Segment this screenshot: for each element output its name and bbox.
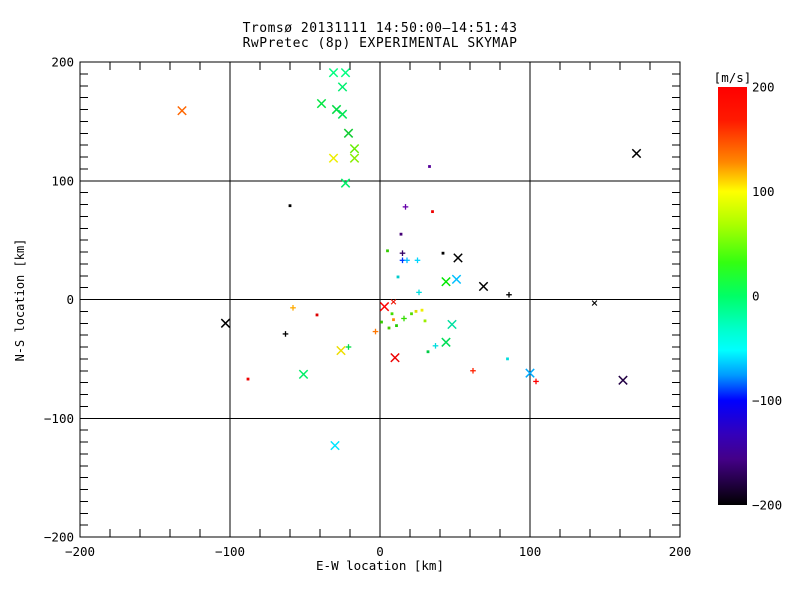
data-point-marker [386,249,389,253]
y-tick-label: 200 [51,55,74,70]
y-tick-label: −100 [44,411,74,426]
data-point-marker [390,299,397,305]
data-point-marker [441,276,451,287]
data-point-marker [410,312,413,316]
y-axis-label: N-S location [km] [13,238,27,362]
data-point-marker [618,375,628,385]
data-point-marker [392,318,395,322]
x-tick-label: 200 [669,544,692,559]
colorbar-tick-label: 200 [752,80,775,95]
data-point-marker [470,367,476,374]
data-point-marker [428,165,431,168]
data-point-marker [402,204,409,210]
x-tick-label: 100 [519,544,542,559]
data-point-marker [631,148,642,159]
x-tick-label: −100 [215,544,245,559]
grid-lines [80,62,680,537]
data-point-marker [431,210,434,214]
data-point-marker [380,320,383,324]
data-point-marker [343,128,354,138]
data-point-marker [337,82,348,92]
axis-ticks [80,62,680,537]
data-point-marker [372,328,379,335]
data-point-marker [591,300,598,306]
plot-title-block: Tromsø 20131111 14:50:00–14:51:43 RwPret… [80,21,680,52]
data-point-marker [453,253,463,263]
data-point-marker [399,250,406,256]
colorbar-tick-label: 0 [752,289,760,304]
data-point-marker [282,331,289,337]
x-axis-label: E-W location [km] [316,558,444,573]
data-point-marker [441,337,451,347]
data-point-marker [396,275,400,279]
data-point-marker [478,281,489,292]
data-point-marker [506,357,509,361]
data-points [177,67,642,451]
data-point-marker [246,377,250,381]
data-point-marker [290,305,296,311]
y-tick-label: 0 [66,292,74,307]
data-point-marker [533,378,539,385]
data-point-marker [390,352,400,363]
data-point-marker [340,178,351,188]
data-point-marker [330,440,340,451]
data-point-marker [331,104,342,115]
colorbar-tick-label: −100 [752,393,782,408]
colorbar-gradient [718,87,747,505]
data-point-marker [316,98,327,109]
data-point-marker [426,350,430,354]
data-point-marker [345,344,352,350]
tick-labels: −200 −100 0 100 200 200 100 0 −100 −200 200 100 0 −10… [44,55,782,560]
colorbar-tick-label: −200 [752,498,782,513]
data-point-marker [506,291,512,298]
data-point-marker [349,143,360,154]
data-point-marker [288,204,292,208]
data-point-marker [349,153,360,163]
colorbar-unit-label: [m/s] [713,70,752,85]
data-point-marker [315,313,319,317]
data-point-marker [387,326,391,330]
data-point-marker [328,67,339,78]
colorbar-tick-label: 100 [752,184,775,199]
data-point-marker [423,319,427,323]
data-point-marker [451,274,462,285]
data-point-marker [298,369,309,380]
data-point-marker [399,232,403,236]
data-point-marker [336,345,346,356]
y-tick-label: 100 [51,173,74,188]
data-point-marker [404,257,410,264]
data-point-marker [441,251,445,255]
data-point-marker [379,301,390,312]
data-point-marker [447,319,457,330]
data-point-marker [177,105,187,116]
data-point-marker [220,318,231,328]
data-point-marker [328,153,339,163]
data-point-marker [340,67,351,78]
data-point-marker [416,289,422,296]
y-tick-label: −200 [44,530,74,545]
x-tick-label: 0 [376,544,384,559]
data-point-marker [390,312,394,316]
plot-subtitle: RwPretec (8p) EXPERIMENTAL SKYMAP [242,36,518,52]
data-point-marker [401,315,407,322]
data-point-marker [395,324,398,328]
data-point-marker [337,109,348,119]
plot-title: Tromsø 20131111 14:50:00–14:51:43 [242,21,518,36]
data-point-marker [420,308,424,312]
data-point-marker [414,257,421,264]
data-point-marker [414,309,418,313]
data-point-marker [525,368,535,378]
x-tick-label: −200 [65,544,95,559]
data-point-marker [432,343,439,349]
